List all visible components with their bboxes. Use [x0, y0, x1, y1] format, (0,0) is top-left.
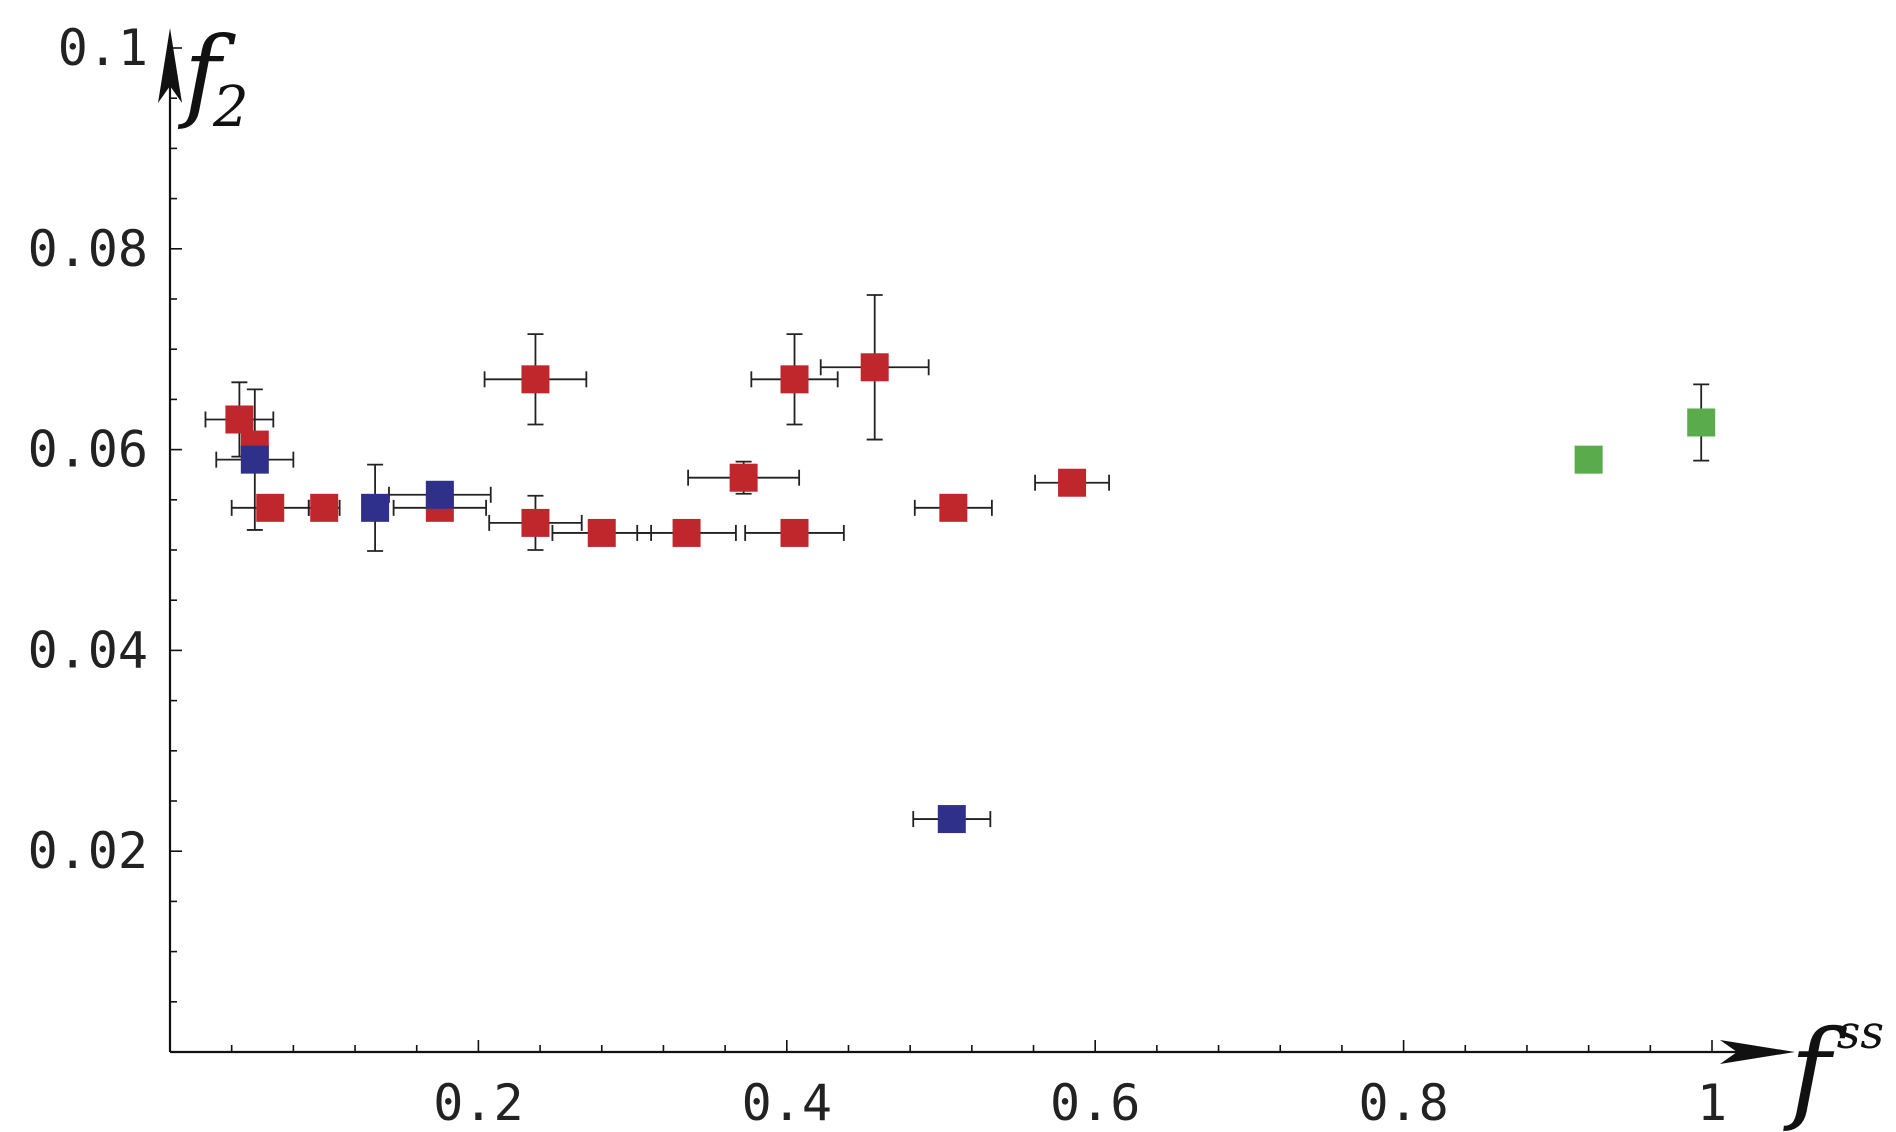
data-point [256, 493, 285, 522]
y-tick-label: 0.08 [28, 220, 148, 278]
tick-marks [170, 47, 1713, 1052]
x-tick-label: 0.2 [433, 1074, 523, 1132]
y-axis-label-subscript: 2 [212, 75, 249, 140]
y-axis-label: f2 [177, 15, 249, 140]
data-point [521, 508, 550, 537]
data-point [1574, 445, 1603, 474]
x-tick-label: 0.8 [1358, 1074, 1448, 1132]
axis-titles: f ss f2 [177, 15, 1884, 1132]
x-tick-label: 0.6 [1050, 1074, 1140, 1132]
data-point [860, 353, 889, 382]
y-tick-label: 0.06 [28, 421, 148, 479]
data-point [780, 365, 809, 394]
x-axis-label: f ss [1783, 1005, 1884, 1132]
error-bars [204, 294, 1710, 828]
data-points [225, 353, 1716, 834]
data-point [587, 518, 616, 547]
data-point [521, 365, 550, 394]
data-point [425, 480, 454, 509]
axes [158, 28, 1795, 1064]
y-tick-label: 0.04 [28, 621, 148, 679]
data-point [1058, 468, 1087, 497]
data-point [1687, 408, 1716, 437]
data-point [240, 445, 269, 474]
data-point [225, 405, 254, 434]
x-axis-label-superscript: ss [1837, 1005, 1884, 1059]
x-axis-arrow [1720, 1040, 1795, 1064]
y-tick-label: 0.1 [58, 19, 148, 77]
y-tick-label: 0.02 [28, 822, 148, 880]
data-point [729, 463, 758, 492]
data-point [939, 493, 968, 522]
tick-labels: 0.2 0.4 0.6 0.8 1 0.02 0.04 0.06 0.08 0.1 [28, 19, 1727, 1132]
data-point [310, 493, 339, 522]
data-point [780, 518, 809, 547]
x-tick-label: 1 [1697, 1074, 1727, 1132]
data-point [672, 518, 701, 547]
data-point [937, 805, 966, 834]
x-tick-label: 0.4 [742, 1074, 832, 1132]
data-point [361, 493, 390, 522]
y-axis-arrow [158, 28, 182, 103]
